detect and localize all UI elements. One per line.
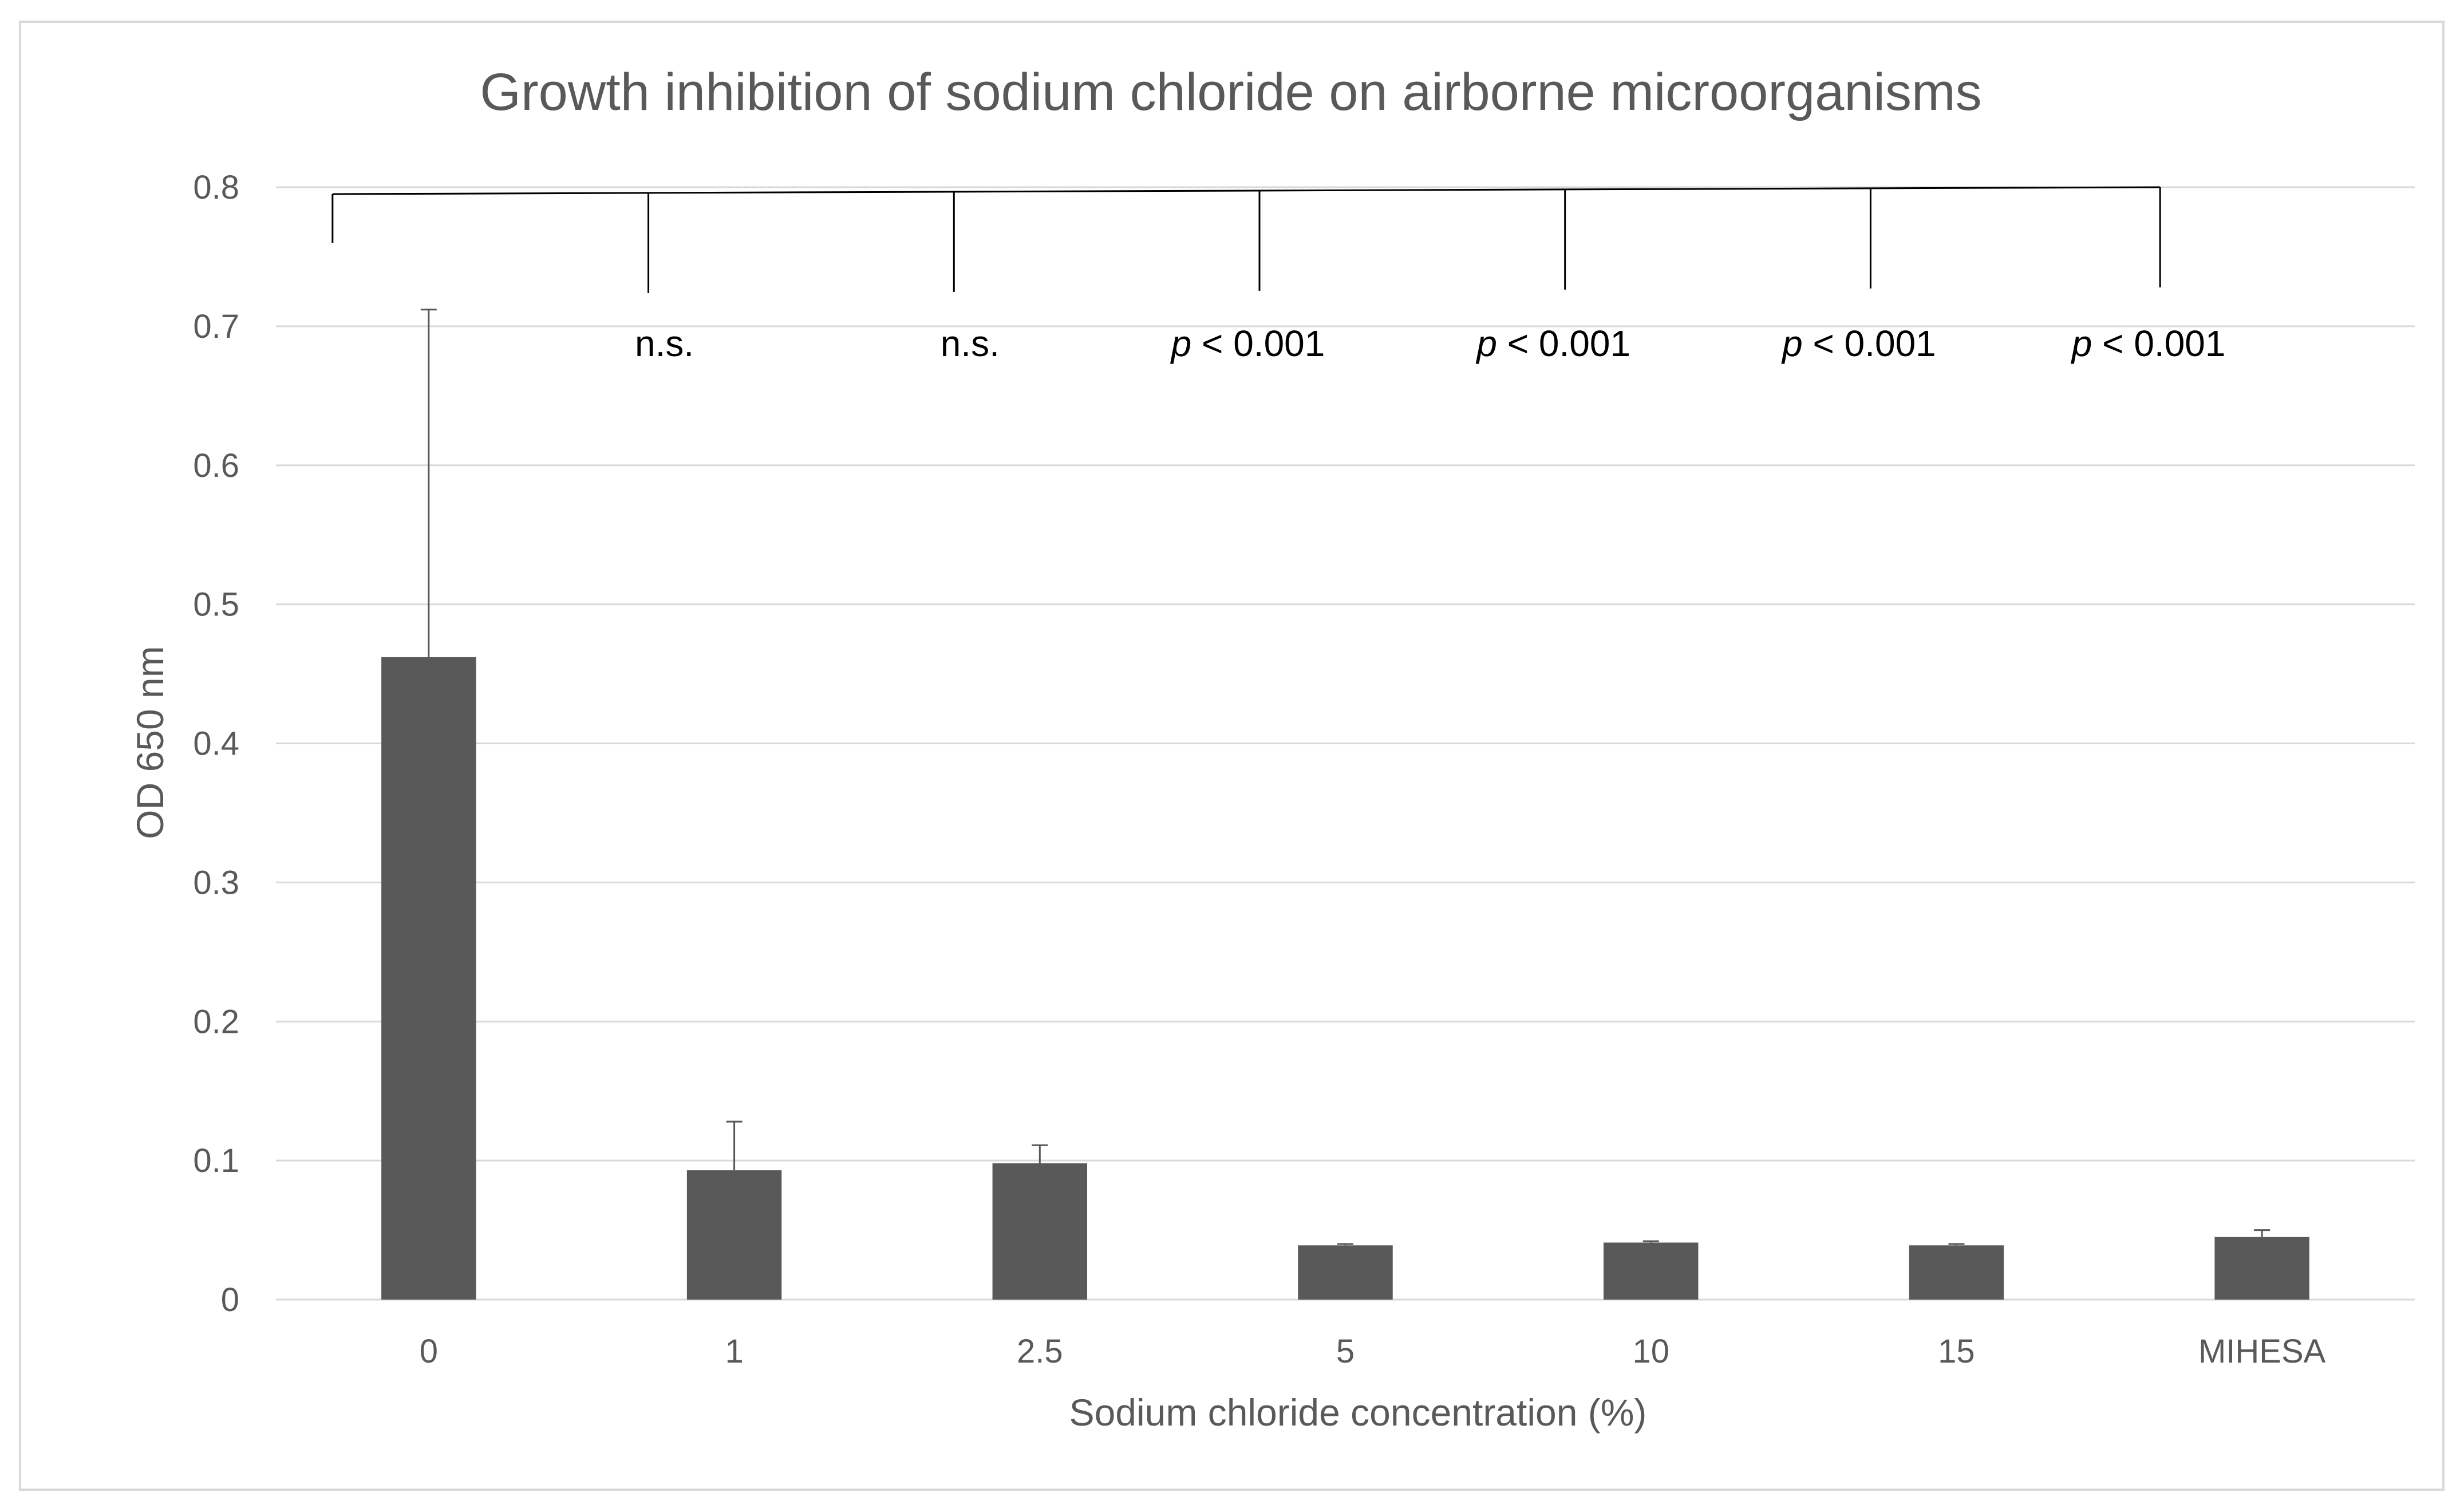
bar	[686, 1170, 782, 1300]
x-tick-label: 1	[725, 1333, 743, 1370]
x-tick-label: 0	[420, 1333, 438, 1370]
x-tick-label: 10	[1632, 1333, 1669, 1370]
y-tick-label: 0.4	[193, 725, 239, 763]
bar	[1298, 1245, 1393, 1300]
y-tick-label: 0.6	[193, 447, 239, 484]
bar	[1909, 1245, 2004, 1300]
significance-label: p < 0.001	[1475, 323, 1630, 364]
chart-title: Growth inhibition of sodium chloride on …	[480, 63, 1981, 121]
x-axis-title: Sodium chloride concentration (%)	[1069, 1391, 1647, 1434]
significance-label: p < 0.001	[1170, 323, 1325, 364]
significance-annotations: n.s. n.s. p < 0.001 p < 0.001 p < 0.001 p < 0…	[635, 323, 2225, 364]
significance-label: p < 0.001	[2071, 323, 2226, 364]
error-bar	[1948, 1243, 1965, 1246]
x-axis-ticks: 0 1 2.5 5 10 15 MIHESA	[420, 1333, 2326, 1370]
significance-label: n.s.	[635, 323, 694, 364]
y-tick-label: 0.3	[193, 864, 239, 901]
error-bar	[2254, 1229, 2270, 1237]
error-bar	[726, 1120, 743, 1171]
y-axis-ticks: 0 0.1 0.2 0.3 0.4 0.5 0.6 0.7 0.8	[193, 169, 239, 1318]
y-tick-label: 0.5	[193, 586, 239, 623]
y-axis-title: OD 650 nm	[129, 646, 171, 839]
error-bar	[420, 309, 437, 657]
error-bar	[1642, 1240, 1659, 1243]
bar	[381, 657, 476, 1300]
significance-bracket	[331, 186, 2161, 293]
bar	[2214, 1237, 2309, 1300]
x-tick-label: MIHESA	[2198, 1333, 2326, 1370]
y-tick-label: 0.1	[193, 1142, 239, 1179]
error-bars	[420, 309, 2270, 1246]
bar	[992, 1163, 1088, 1300]
y-tick-label: 0.2	[193, 1003, 239, 1040]
error-bar	[1032, 1144, 1048, 1163]
significance-label: n.s.	[941, 323, 1000, 364]
error-bar	[1337, 1243, 1353, 1246]
bars	[381, 657, 2309, 1300]
x-tick-label: 5	[1336, 1333, 1355, 1370]
x-tick-label: 15	[1938, 1333, 1975, 1370]
significance-label: p < 0.001	[1781, 323, 1936, 364]
bar	[1603, 1242, 1699, 1300]
y-tick-label: 0.8	[193, 169, 239, 206]
y-tick-label: 0.7	[193, 308, 239, 345]
x-tick-label: 2.5	[1017, 1333, 1063, 1370]
y-tick-label: 0	[221, 1281, 239, 1318]
bracket-bar	[332, 186, 2161, 195]
